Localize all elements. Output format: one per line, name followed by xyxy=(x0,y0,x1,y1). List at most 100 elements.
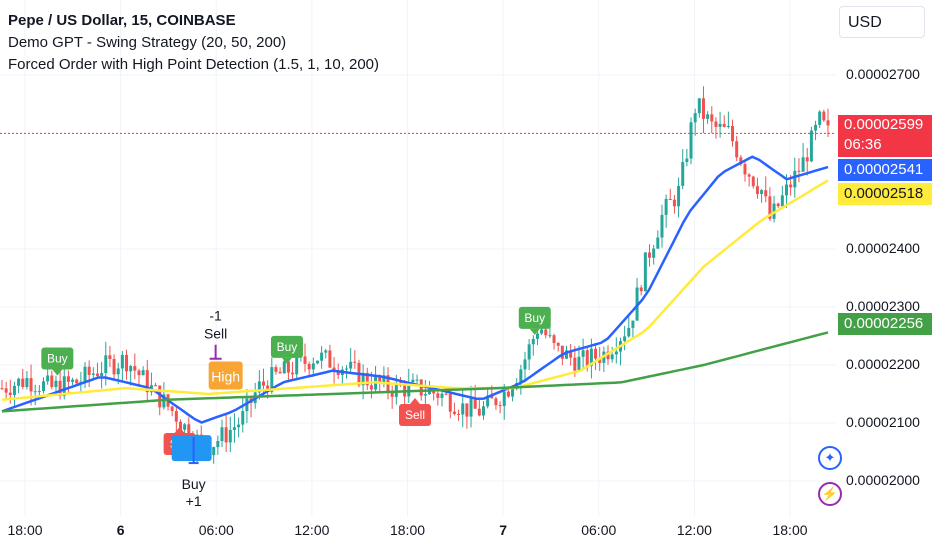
candle xyxy=(95,362,99,379)
candle xyxy=(627,315,631,338)
price-tick: 0.00002000 xyxy=(846,471,920,488)
candle xyxy=(278,367,282,374)
candle xyxy=(390,385,394,409)
candle xyxy=(743,160,747,182)
candle xyxy=(631,320,635,339)
candle xyxy=(639,284,643,296)
candle xyxy=(315,360,319,365)
indicator-forced-order[interactable]: Forced Order with High Point Detection (… xyxy=(8,56,380,73)
time-tick: 18:00 xyxy=(7,522,43,538)
time-tick: 18:00 xyxy=(389,522,426,538)
indicator-swing-strategy[interactable]: Demo GPT - Swing Strategy (20, 50, 200) xyxy=(8,34,287,51)
candle xyxy=(556,342,560,352)
candle xyxy=(91,367,95,379)
candle xyxy=(440,390,444,407)
candle xyxy=(614,337,618,364)
candle xyxy=(648,244,652,267)
candle xyxy=(776,202,780,209)
candle xyxy=(519,364,523,395)
candle xyxy=(643,252,647,292)
candle xyxy=(340,366,344,386)
candle xyxy=(374,365,378,394)
candle xyxy=(477,399,481,417)
candle xyxy=(307,361,311,377)
ema200-price-label: 0.00002256 xyxy=(838,313,932,335)
candle xyxy=(228,416,232,453)
price-tick: 0.00002200 xyxy=(846,355,920,372)
time-tick: 6 xyxy=(116,522,125,538)
candle xyxy=(772,195,776,223)
candle xyxy=(664,194,668,228)
candle xyxy=(677,177,681,218)
signal-label: Buy xyxy=(524,311,545,325)
candle xyxy=(531,335,535,356)
candle xyxy=(4,381,8,400)
candle xyxy=(46,369,50,385)
signal-label: Sell xyxy=(405,408,425,422)
entry-qty: -1 xyxy=(209,308,222,324)
last-price-value: 0.00002599 xyxy=(844,116,924,133)
symbol-title[interactable]: Pepe / US Dollar, 15, COINBASE xyxy=(8,12,236,29)
sparkle-icon[interactable]: ✦ xyxy=(818,446,842,470)
candle xyxy=(452,402,456,416)
candle xyxy=(681,149,685,190)
candle xyxy=(710,106,714,134)
grid-lines xyxy=(0,0,836,516)
candle xyxy=(212,446,216,464)
candle xyxy=(12,381,16,407)
candle xyxy=(672,195,676,214)
signal-label: Buy xyxy=(47,351,68,365)
candle xyxy=(83,361,87,389)
high-signal: High xyxy=(208,361,243,390)
candle xyxy=(286,358,290,383)
last-price-label: 0.00002599 06:36 xyxy=(838,115,932,157)
candle xyxy=(42,377,46,394)
candle xyxy=(216,435,220,455)
candle xyxy=(801,143,805,172)
candle xyxy=(805,148,809,176)
candle xyxy=(780,185,784,210)
long-entry: Buy+1 xyxy=(171,435,212,509)
candle xyxy=(469,385,473,428)
candle xyxy=(0,380,4,391)
candle xyxy=(747,172,751,187)
candle xyxy=(170,405,174,417)
candle xyxy=(137,368,141,387)
candle xyxy=(21,368,25,390)
candle xyxy=(635,278,639,321)
candle xyxy=(349,348,353,375)
lightning-icon[interactable]: ⚡ xyxy=(818,482,842,506)
ema50-price-label: 0.00002518 xyxy=(838,183,932,205)
candle xyxy=(610,346,614,363)
candle xyxy=(71,377,75,386)
ema20-price-label: 0.00002541 xyxy=(838,159,932,181)
bar-countdown: 06:36 xyxy=(844,136,882,153)
ema-lines-layer xyxy=(1,155,829,424)
time-tick: 12:00 xyxy=(294,522,330,538)
candle xyxy=(311,357,315,377)
candle xyxy=(29,364,33,406)
candle xyxy=(689,117,693,165)
ema200-line xyxy=(1,331,829,413)
currency-button[interactable]: USD xyxy=(839,6,925,38)
buy-signal: Buy xyxy=(518,306,551,335)
entry-label: Buy xyxy=(182,476,206,492)
candle xyxy=(33,384,37,406)
candle xyxy=(594,343,598,371)
time-tick: 06:00 xyxy=(198,522,234,538)
candle xyxy=(25,371,29,390)
short-entry: -1 Sell xyxy=(204,308,227,360)
candle xyxy=(722,115,726,128)
candle xyxy=(498,401,502,414)
candle xyxy=(112,354,116,380)
candle xyxy=(423,379,427,408)
candle xyxy=(133,353,137,380)
candle xyxy=(224,414,228,453)
candle xyxy=(751,175,755,189)
candle xyxy=(87,360,91,388)
candle xyxy=(569,343,573,366)
candle xyxy=(797,158,801,183)
candle xyxy=(415,374,419,384)
